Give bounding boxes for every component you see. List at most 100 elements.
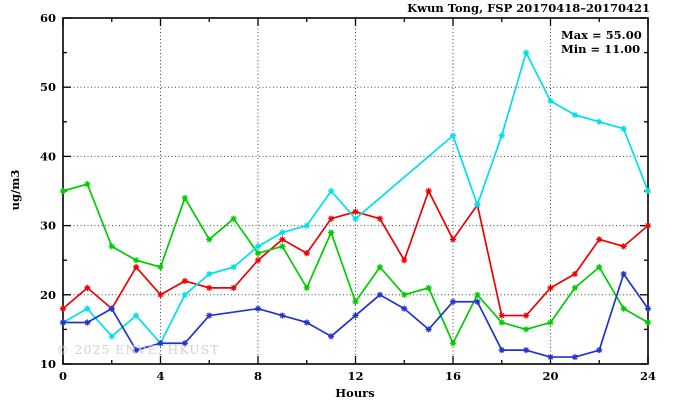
watermark: © 2025 ENVE, HKUST [56, 342, 220, 357]
series-red-marker [303, 250, 310, 257]
series-green-marker [620, 305, 627, 312]
series-blue-marker [425, 326, 432, 333]
y-tick-label: 60 [40, 11, 56, 25]
series-green-marker [206, 236, 213, 243]
series-red-marker [498, 312, 505, 319]
series-red-marker [133, 264, 140, 271]
series-cyan-marker [254, 243, 262, 250]
x-tick-label: 4 [156, 369, 164, 383]
max-annotation: Max = 55.00 [561, 28, 642, 42]
series-green-marker [571, 284, 578, 291]
x-tick-label: 0 [59, 369, 67, 383]
series-cyan-marker [523, 49, 530, 56]
series-blue-marker [571, 353, 578, 361]
series-red-marker [181, 277, 188, 285]
series-blue-marker [279, 312, 286, 319]
series-red-marker [352, 208, 359, 215]
series-red-marker [279, 236, 286, 243]
series-cyan-marker [498, 132, 505, 139]
series-cyan-marker [279, 229, 286, 236]
series-cyan-marker [108, 333, 115, 340]
series-blue-marker [547, 353, 554, 361]
series-red-marker [157, 291, 164, 298]
series-green-marker [596, 264, 603, 271]
series-red-marker [449, 236, 457, 243]
series-green-marker [498, 319, 505, 326]
series-red-marker [376, 215, 383, 222]
series-cyan-marker [596, 118, 603, 125]
series-cyan-line [62, 51, 649, 345]
annotation-box: Max = 55.00 Min = 11.00 [561, 28, 642, 56]
series-blue-marker [157, 340, 164, 347]
min-annotation: Min = 11.00 [561, 42, 641, 56]
series-red-marker [547, 284, 554, 291]
series-blue-marker [206, 312, 213, 319]
series-cyan-marker [206, 270, 213, 278]
series-green-marker [254, 250, 262, 257]
y-tick-label: 10 [40, 357, 56, 371]
series-blue-marker [376, 291, 383, 298]
series-blue-marker [133, 347, 140, 354]
series-blue-marker [352, 312, 359, 319]
series-green-marker [352, 298, 359, 305]
series-blue-marker [523, 347, 530, 354]
series-blue-line [63, 273, 649, 358]
series-green-marker [157, 264, 164, 271]
series-green-marker [547, 319, 554, 326]
series-green-marker [279, 243, 286, 250]
series-red-marker [425, 187, 432, 195]
series-green-marker [474, 291, 481, 298]
series-blue-marker [644, 305, 652, 312]
y-axis-label: ug/m3 [8, 169, 22, 211]
series-green-marker [449, 340, 457, 347]
y-tick-label: 30 [40, 219, 56, 233]
series-red-marker [328, 215, 335, 222]
x-tick-label: 16 [445, 369, 461, 383]
x-tick-label: 12 [347, 369, 363, 383]
x-tick-label: 20 [542, 369, 558, 383]
series-green-marker [644, 319, 652, 326]
series-cyan-marker [84, 305, 91, 312]
series-blue-marker [401, 305, 408, 312]
y-tick-label: 20 [40, 288, 56, 302]
series-green-marker [108, 243, 115, 250]
series-green-marker [425, 284, 432, 291]
series-green-marker [181, 194, 188, 202]
series-green-marker [523, 326, 530, 333]
series-red-marker [620, 243, 627, 250]
series-red-marker [596, 236, 603, 243]
series-cyan-marker [303, 222, 310, 229]
series-blue-marker [59, 319, 67, 326]
series-blue-marker [303, 319, 310, 326]
series-red-marker [84, 284, 91, 291]
series-blue-marker [328, 333, 335, 340]
series-red-marker [571, 270, 578, 278]
series-cyan-marker [547, 97, 554, 105]
series-green-marker [401, 291, 408, 298]
x-tick-label: 24 [640, 369, 656, 383]
y-tick-label: 40 [40, 149, 56, 163]
series-blue-marker [254, 305, 262, 312]
series-green-marker [84, 180, 91, 188]
series-blue-marker [596, 347, 603, 354]
series-red-marker [206, 284, 213, 291]
series-blue-marker [474, 298, 481, 305]
series-cyan-marker [620, 125, 627, 132]
series-cyan-marker [230, 264, 237, 271]
series-green-marker [59, 187, 67, 195]
series-cyan-marker [352, 215, 359, 222]
series-cyan-marker [181, 291, 188, 298]
series-blue-marker [108, 305, 115, 312]
series-cyan-marker [328, 187, 335, 195]
series-blue-marker [449, 298, 457, 305]
series-green-marker [376, 264, 383, 271]
series-blue-marker [620, 270, 627, 278]
series-red-marker [401, 257, 408, 264]
series-red-marker [644, 222, 652, 229]
series-blue-marker [181, 340, 188, 347]
chart-title: Kwun Tong, FSP 20170418–20170421 [407, 1, 650, 15]
series-cyan-marker [133, 312, 140, 319]
series-blue-marker [84, 319, 91, 326]
series-green-marker [303, 284, 310, 291]
